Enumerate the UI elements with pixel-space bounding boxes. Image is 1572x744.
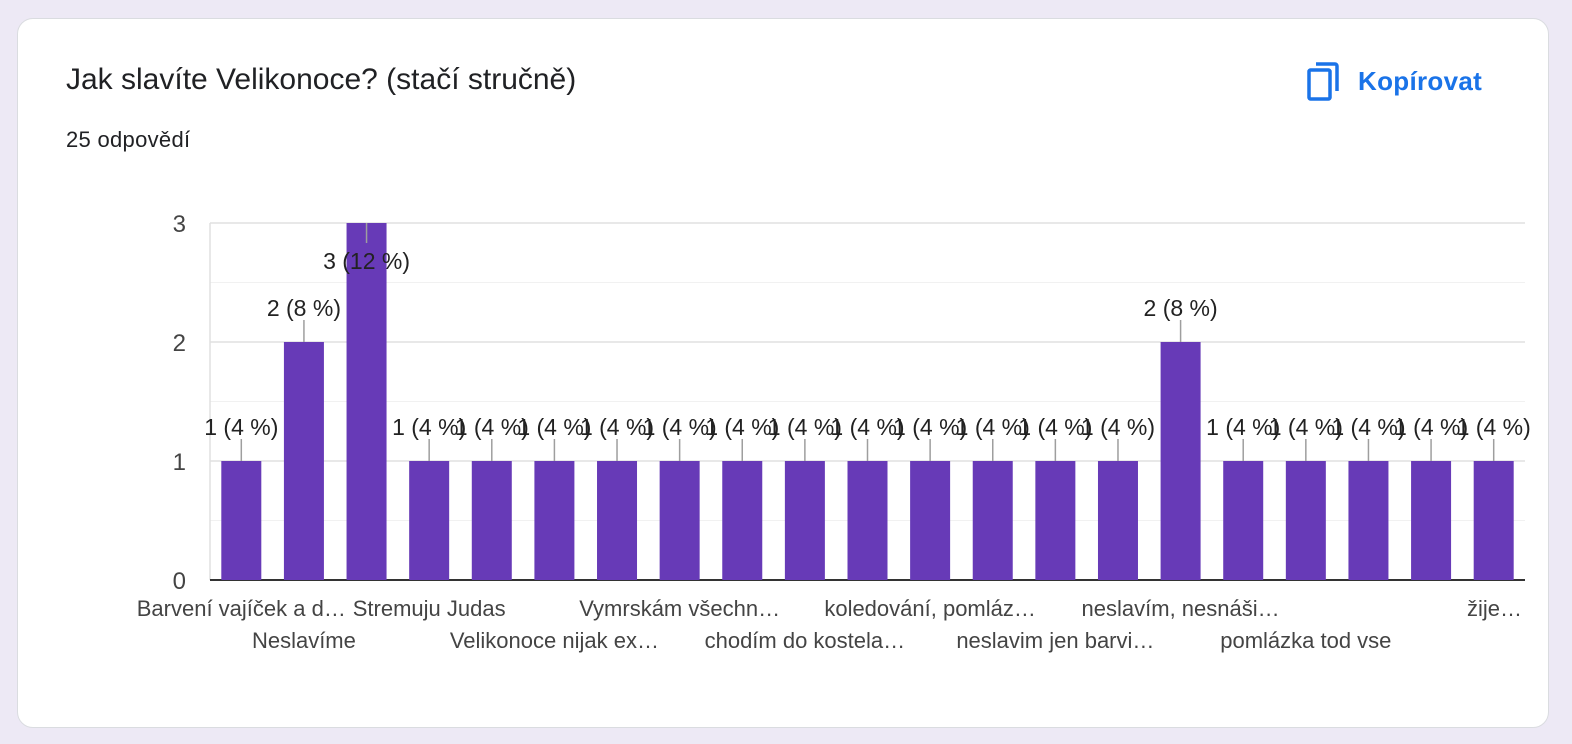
- copy-chart-button[interactable]: Kopírovat: [1296, 53, 1492, 109]
- bar[interactable]: [471, 461, 512, 580]
- x-tick-label: neslavim jen barvi…: [956, 628, 1154, 653]
- y-tick-label: 2: [173, 330, 186, 357]
- data-label: 1 (4 %): [1018, 414, 1092, 440]
- chart-bars: [221, 223, 1514, 580]
- y-tick-label: 3: [173, 211, 186, 238]
- data-label: 1 (4 %): [705, 414, 779, 440]
- bar[interactable]: [221, 461, 262, 580]
- y-tick-label: 1: [173, 449, 186, 476]
- y-tick-label: 0: [173, 568, 186, 595]
- bar[interactable]: [1160, 342, 1201, 580]
- x-tick-label: Velikonoce nijak ex…: [450, 628, 659, 653]
- data-label: 1 (4 %): [1457, 414, 1531, 440]
- question-card: Jak slavíte Velikonoce? (stačí stručně) …: [17, 18, 1549, 728]
- x-tick-label: koledování, pomláz…: [824, 596, 1036, 621]
- data-label: 1 (4 %): [580, 414, 654, 440]
- bar[interactable]: [1411, 461, 1452, 580]
- y-axis-ticks: 0 1 2 3: [173, 211, 186, 595]
- data-label: 1 (4 %): [956, 414, 1030, 440]
- question-title: Jak slavíte Velikonoce? (stačí stručně): [66, 63, 577, 96]
- x-tick-label: Neslavíme: [252, 628, 356, 653]
- x-tick-label: žije…: [1467, 596, 1522, 621]
- data-label: 1 (4 %): [517, 414, 591, 440]
- x-tick-label: Vymrskám všechn…: [579, 596, 780, 621]
- data-label: 1 (4 %): [1394, 414, 1468, 440]
- data-label: 1 (4 %): [893, 414, 967, 440]
- response-count: 25 odpovědí: [66, 127, 191, 152]
- data-label: 3 (12 %): [323, 248, 410, 274]
- data-label: 1 (4 %): [455, 414, 529, 440]
- bar[interactable]: [722, 461, 763, 580]
- bar[interactable]: [659, 461, 700, 580]
- bar[interactable]: [1035, 461, 1076, 580]
- data-label: 2 (8 %): [267, 295, 341, 321]
- bar[interactable]: [910, 461, 951, 580]
- copy-label: Kopírovat: [1358, 65, 1483, 96]
- data-label: 1 (4 %): [1081, 414, 1155, 440]
- copy-icon: [1306, 61, 1340, 101]
- bar[interactable]: [1285, 461, 1326, 580]
- bar[interactable]: [597, 461, 638, 580]
- data-label: 1 (4 %): [1269, 414, 1343, 440]
- bar[interactable]: [409, 461, 450, 580]
- data-label: 1 (4 %): [830, 414, 904, 440]
- data-label: 1 (4 %): [204, 414, 278, 440]
- bar[interactable]: [1097, 461, 1138, 580]
- bar[interactable]: [784, 461, 825, 580]
- data-label: 2 (8 %): [1144, 295, 1218, 321]
- data-label: 1 (4 %): [1331, 414, 1405, 440]
- bar[interactable]: [1348, 461, 1389, 580]
- x-tick-label: Barvení vajíček a d…: [137, 596, 346, 621]
- data-label: 1 (4 %): [392, 414, 466, 440]
- bar[interactable]: [1223, 461, 1264, 580]
- x-tick-label: chodím do kostela…: [705, 628, 906, 653]
- x-tick-label: pomlázka tod vse: [1220, 628, 1391, 653]
- x-tick-label: neslavím, nesnáši…: [1082, 596, 1280, 621]
- x-tick-label: Stremuju Judas: [353, 596, 506, 621]
- data-label: 1 (4 %): [643, 414, 717, 440]
- bar[interactable]: [346, 223, 387, 580]
- bar[interactable]: [534, 461, 575, 580]
- data-label: 1 (4 %): [1206, 414, 1280, 440]
- bar[interactable]: [1473, 461, 1514, 580]
- data-label: 1 (4 %): [768, 414, 842, 440]
- x-axis-ticks: Barvení vajíček a d… Neslavíme Stremuju Ju…: [137, 596, 1522, 653]
- bar[interactable]: [972, 461, 1013, 580]
- bar[interactable]: [283, 342, 324, 580]
- chart-data-labels: 1 (4 %)2 (8 %)3 (12 %)1 (4 %)1 (4 %)1 (4…: [204, 223, 1531, 461]
- bar[interactable]: [847, 461, 888, 580]
